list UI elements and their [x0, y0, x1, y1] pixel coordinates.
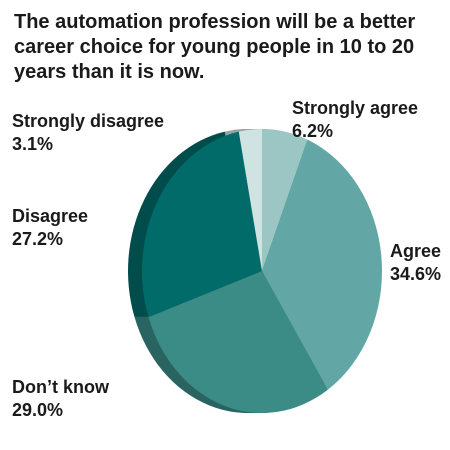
- label-strongly-agree-value: 6.2%: [292, 121, 334, 141]
- label-strongly-agree: Strongly agree 6.2%: [292, 97, 418, 143]
- label-disagree: Disagree 27.2%: [12, 205, 88, 251]
- label-strongly-disagree-name: Strongly disagree: [12, 111, 165, 131]
- pie-slice-strongly-disagree: [238, 129, 262, 271]
- label-disagree-value: 27.2%: [12, 229, 64, 249]
- label-agree-value: 34.6%: [390, 264, 442, 284]
- label-agree-name: Agree: [390, 241, 442, 261]
- label-disagree-name: Disagree: [12, 206, 89, 226]
- pie-slice-don-t-know: [148, 271, 328, 413]
- label-dont-know: Don’t know 29.0%: [12, 376, 109, 422]
- label-dont-know-name: Don’t know: [12, 377, 109, 397]
- pie-slice-disagree: [142, 131, 262, 318]
- chart-title: The automation profession will be a bett…: [14, 11, 416, 83]
- label-agree: Agree 34.6%: [390, 240, 441, 286]
- pie-slice-agree: [262, 139, 382, 390]
- label-strongly-disagree-value: 3.1%: [12, 134, 54, 154]
- label-strongly-disagree: Strongly disagree 3.1%: [12, 110, 164, 156]
- pie-slice-strongly-agree: [262, 129, 308, 271]
- label-dont-know-value: 29.0%: [12, 400, 64, 420]
- label-strongly-agree-name: Strongly agree: [292, 98, 419, 118]
